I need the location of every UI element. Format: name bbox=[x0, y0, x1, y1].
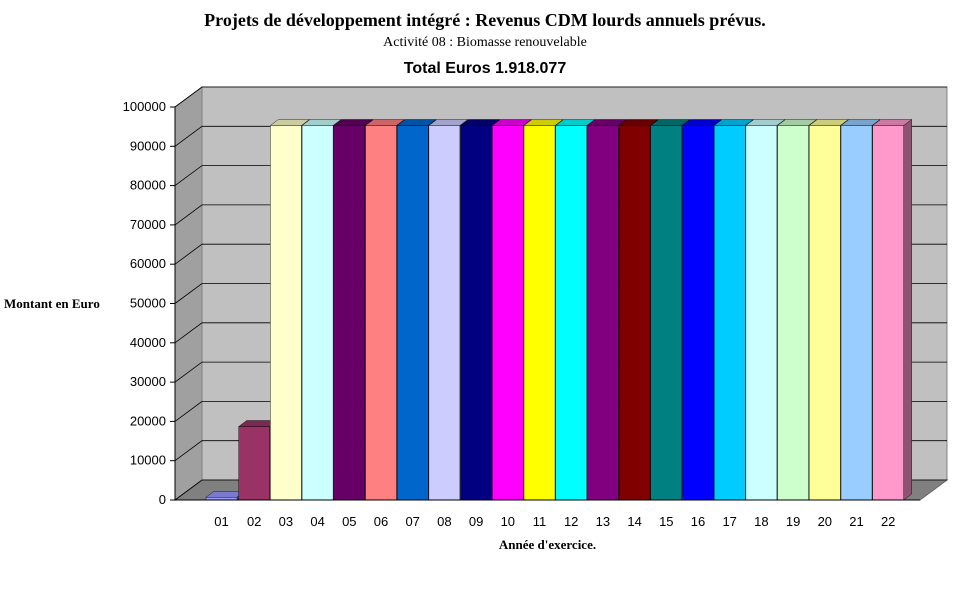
y-axis-label: Montant en Euro bbox=[4, 296, 100, 311]
bar-front bbox=[840, 125, 873, 501]
y-tick-label: 60000 bbox=[130, 256, 166, 271]
y-tick-label: 50000 bbox=[130, 296, 166, 311]
bar-front bbox=[682, 125, 714, 501]
bar-front bbox=[270, 125, 302, 501]
x-tick-label: 04 bbox=[310, 514, 324, 529]
x-tick-label: 21 bbox=[849, 514, 863, 529]
bar-front bbox=[460, 125, 492, 501]
x-tick-label: 03 bbox=[279, 514, 293, 529]
x-axis-ticks: 01 02 03 04 05 06 07 08 09 10 11 12 13 14 15 16 17 18 19 20… bbox=[214, 514, 895, 529]
bar-front bbox=[587, 125, 619, 501]
y-tick-label: 0 bbox=[159, 492, 166, 507]
bar-front bbox=[777, 125, 809, 501]
y-tick-label: 10000 bbox=[130, 453, 166, 468]
x-tick-label: 09 bbox=[469, 514, 483, 529]
bar-front bbox=[365, 125, 397, 501]
bar-front bbox=[809, 125, 841, 501]
x-tick-label: 13 bbox=[596, 514, 610, 529]
x-tick-label: 11 bbox=[533, 514, 547, 529]
y-tick-label: 30000 bbox=[130, 374, 166, 389]
x-tick-label: 19 bbox=[786, 514, 800, 529]
bar-front bbox=[492, 125, 524, 501]
y-axis-ticks: 0 10000 20000 30000 40000 50000 60000 70000 8000… bbox=[123, 99, 920, 507]
bar-front bbox=[714, 125, 746, 501]
bar-front bbox=[618, 125, 651, 501]
x-tick-label: 07 bbox=[405, 514, 419, 529]
y-tick-label: 100000 bbox=[123, 99, 166, 114]
bar-front bbox=[745, 125, 778, 501]
x-tick-label: 20 bbox=[818, 514, 832, 529]
x-tick-label: 02 bbox=[247, 514, 261, 529]
x-tick-label: 17 bbox=[722, 514, 736, 529]
bar-front bbox=[238, 426, 270, 501]
y-tick-label: 40000 bbox=[130, 335, 166, 350]
x-tick-label: 12 bbox=[564, 514, 578, 529]
y-tick-label: 70000 bbox=[130, 217, 166, 232]
chart-subtitle: Activité 08 : Biomasse renouvelable bbox=[383, 35, 587, 50]
bar-front bbox=[333, 125, 365, 501]
bar-front bbox=[650, 125, 682, 501]
x-tick-label: 08 bbox=[437, 514, 451, 529]
bar-side bbox=[903, 119, 912, 501]
y-tick-label: 90000 bbox=[130, 138, 166, 153]
gridline bbox=[174, 86, 947, 108]
x-tick-label: 14 bbox=[627, 514, 641, 529]
x-tick-label: 18 bbox=[754, 514, 768, 529]
x-tick-label: 06 bbox=[374, 514, 388, 529]
bar-front bbox=[301, 125, 334, 501]
x-tick-label: 01 bbox=[214, 514, 228, 529]
chart-title: Projets de développement intégré : Reven… bbox=[204, 10, 766, 30]
x-tick-label: 15 bbox=[659, 514, 673, 529]
bar-front bbox=[555, 125, 587, 501]
x-tick-label: 10 bbox=[501, 514, 515, 529]
x-tick-label: 22 bbox=[881, 514, 895, 529]
bar-front bbox=[397, 125, 429, 501]
chart-bars bbox=[205, 119, 913, 501]
bar-22 bbox=[872, 119, 913, 501]
x-tick-label: 05 bbox=[342, 514, 356, 529]
y-tick-label: 80000 bbox=[130, 178, 166, 193]
bar-front bbox=[523, 125, 556, 501]
x-axis-label: Année d'exercice. bbox=[498, 537, 597, 552]
bar-front bbox=[872, 125, 904, 501]
y-tick-label: 20000 bbox=[130, 413, 166, 428]
chart-total-label: Total Euros 1.918.077 bbox=[403, 60, 567, 77]
bar-front bbox=[428, 125, 461, 501]
x-tick-label: 16 bbox=[691, 514, 705, 529]
